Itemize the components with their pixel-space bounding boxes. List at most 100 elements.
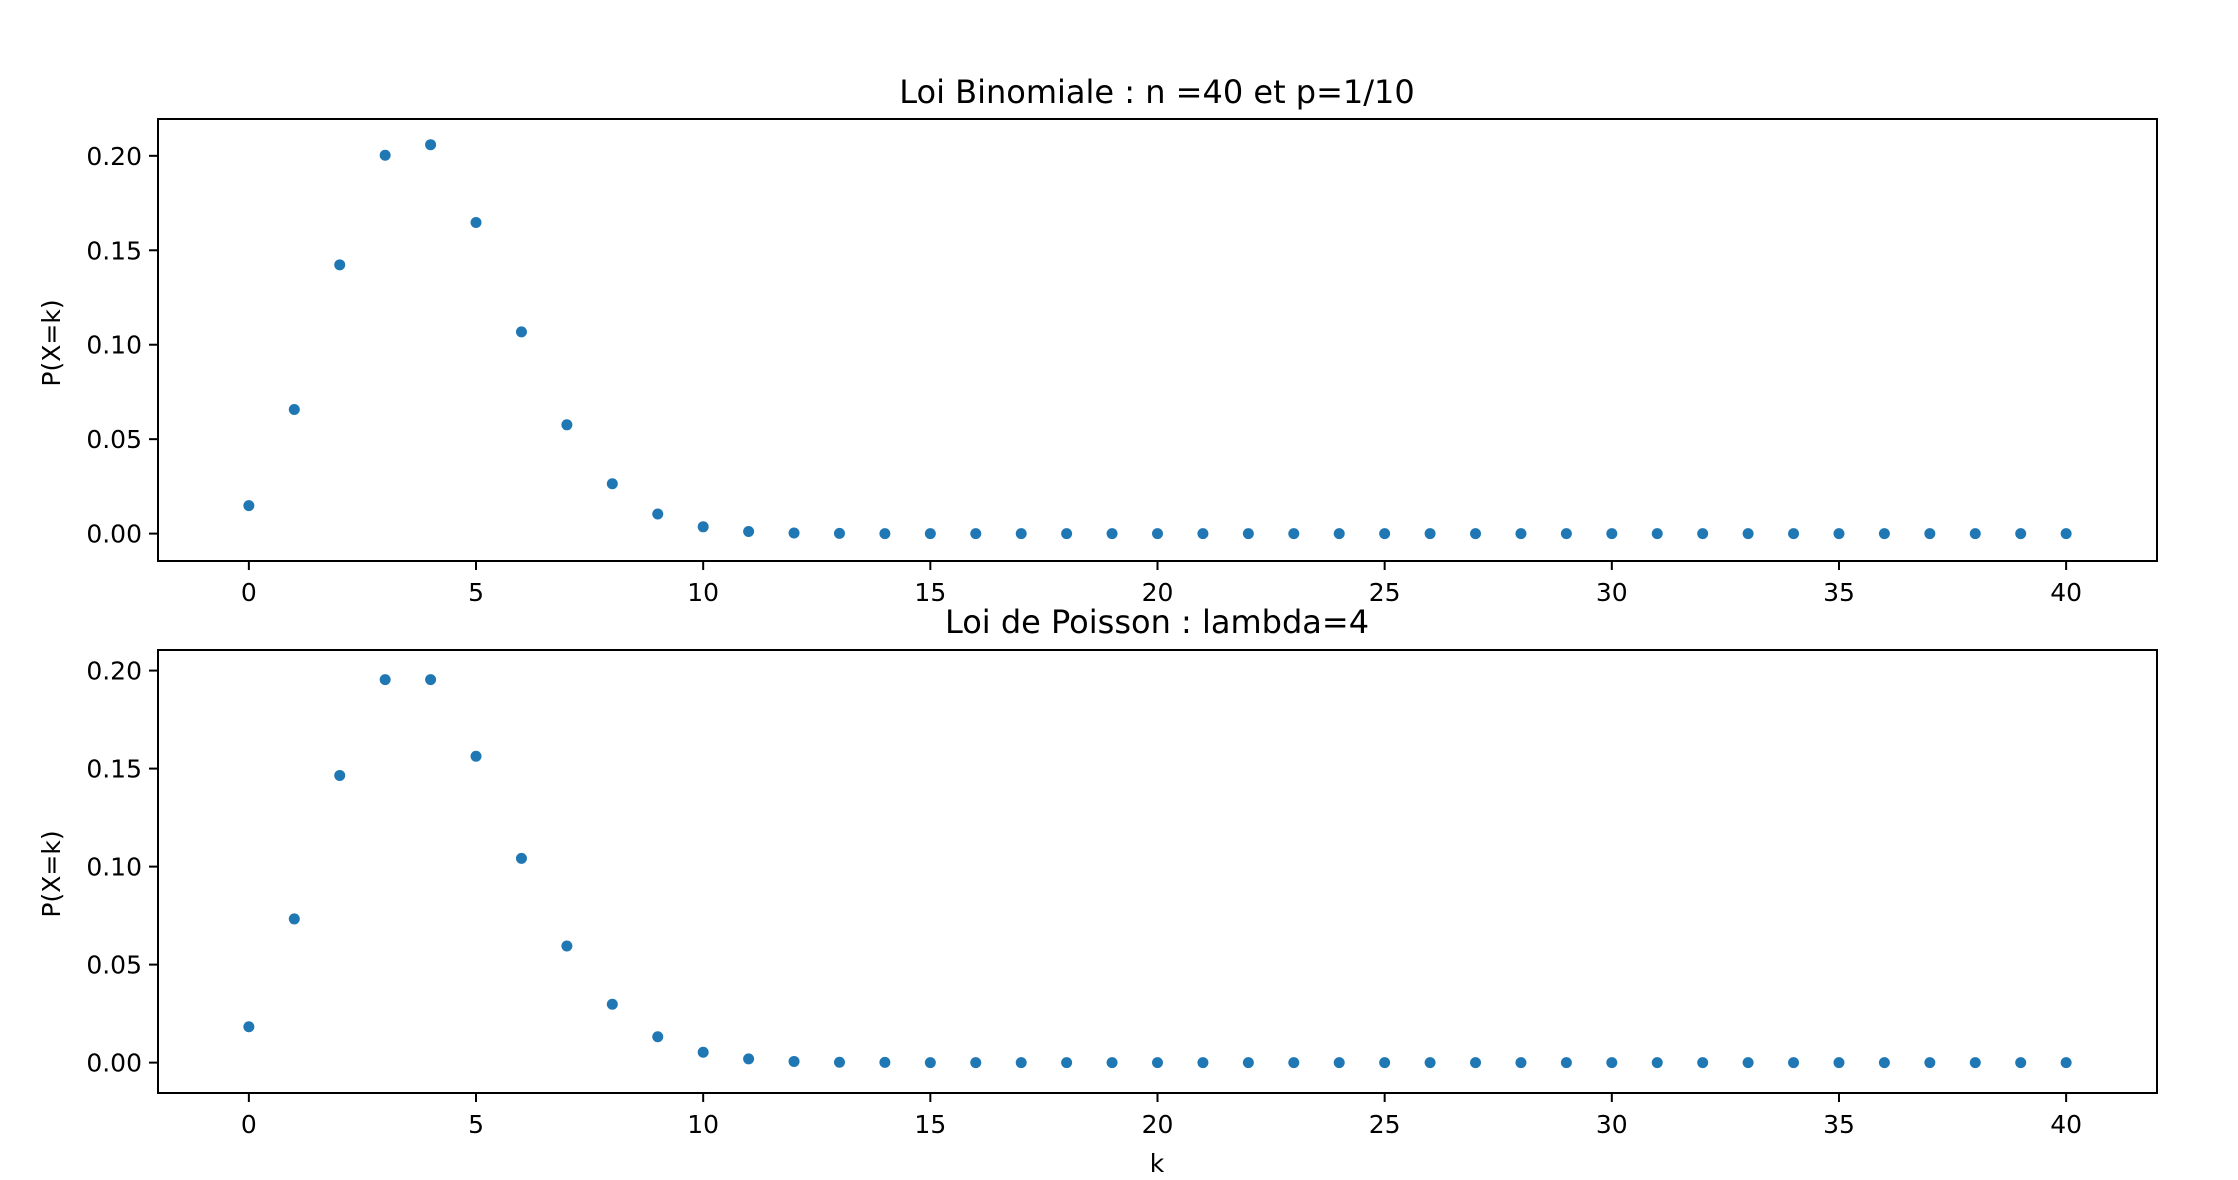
poisson-y-axis-label: P(X=k) xyxy=(37,830,66,917)
poisson-data-point xyxy=(515,852,527,864)
binomial-data-point xyxy=(515,326,527,338)
binomial-y-tick-label: 0.00 xyxy=(86,520,142,549)
poisson-data-point xyxy=(1560,1057,1572,1069)
poisson-data-point xyxy=(924,1057,936,1069)
poisson-data-point xyxy=(1152,1057,1163,1069)
poisson-data-point xyxy=(1697,1057,1709,1069)
binomial-data-point xyxy=(879,528,891,540)
poisson-data-point xyxy=(425,674,437,686)
binomial-data-point xyxy=(334,259,346,271)
binomial-data-point xyxy=(1015,528,1027,540)
binomial-data-point xyxy=(833,527,845,539)
poisson-data-point xyxy=(833,1056,845,1068)
binomial-data-point xyxy=(1061,528,1073,540)
poisson-data-point xyxy=(1878,1057,1890,1069)
poisson-data-point xyxy=(1788,1057,1800,1069)
poisson-x-tick-label: 20 xyxy=(1142,1110,1174,1139)
poisson-points xyxy=(243,674,2072,1069)
poisson-y-tick-label: 0.20 xyxy=(86,657,142,686)
binomial-data-point xyxy=(1697,528,1709,540)
binomial-data-point xyxy=(652,508,664,520)
binomial-data-point xyxy=(1106,528,1118,540)
binomial-data-point xyxy=(970,528,982,540)
binomial-y-tick-label: 0.05 xyxy=(86,425,142,454)
binomial-title: Loi Binomiale : n =40 et p=1/10 xyxy=(899,73,1415,111)
poisson-ticks: 0 5 10 15 20 25 30 35 40 0.00 0.05 0.10 0.15 0.20 xyxy=(86,657,2082,1139)
poisson-data-point xyxy=(970,1057,982,1069)
binomial-data-point xyxy=(1924,528,1936,540)
binomial-data-point xyxy=(1424,528,1436,540)
poisson-data-point xyxy=(1833,1057,1845,1069)
poisson-data-point xyxy=(1924,1057,1936,1069)
poisson-data-point xyxy=(606,998,618,1010)
binomial-y-axis-label: P(X=k) xyxy=(37,299,66,386)
binomial-x-tick-label: 10 xyxy=(687,578,719,607)
poisson-y-tick-label: 0.05 xyxy=(86,951,142,980)
poisson-data-point xyxy=(243,1021,255,1033)
poisson-data-point xyxy=(1288,1057,1300,1069)
poisson-data-point xyxy=(1606,1057,1618,1069)
binomial-ticks: 0 5 10 15 20 25 30 35 40 0.00 0.05 0.10 0.15 0.20 xyxy=(86,142,2082,607)
binomial-data-point xyxy=(1606,528,1618,540)
binomial-axes-frame xyxy=(157,118,2158,562)
poisson-x-axis-label: k xyxy=(1150,1149,1165,1178)
binomial-panel: Loi Binomiale : n =40 et p=1/10 P(X=k) 0… xyxy=(37,73,2158,607)
binomial-data-point xyxy=(1878,528,1890,540)
poisson-y-tick-label: 0.10 xyxy=(86,853,142,882)
poisson-data-point xyxy=(1242,1057,1254,1069)
poisson-data-point xyxy=(2060,1057,2072,1069)
poisson-data-point xyxy=(1379,1057,1391,1069)
binomial-x-tick-label: 40 xyxy=(2050,578,2082,607)
binomial-data-point xyxy=(1788,528,1800,540)
binomial-data-point xyxy=(1333,528,1345,540)
binomial-data-point xyxy=(1560,528,1572,540)
poisson-x-tick-label: 30 xyxy=(1596,1110,1628,1139)
poisson-panel: Loi de Poisson : lambda=4 P(X=k) k 0 5 10 1… xyxy=(37,603,2158,1178)
poisson-data-point xyxy=(1742,1057,1754,1069)
binomial-data-point xyxy=(743,526,755,538)
poisson-x-tick-label: 25 xyxy=(1369,1110,1401,1139)
binomial-data-point xyxy=(2015,528,2027,540)
binomial-x-tick-label: 20 xyxy=(1142,578,1174,607)
poisson-x-tick-label: 5 xyxy=(468,1110,484,1139)
binomial-data-point xyxy=(1242,528,1254,540)
binomial-data-point xyxy=(1742,528,1754,540)
binomial-data-point xyxy=(288,404,300,416)
poisson-data-point xyxy=(1424,1057,1436,1069)
binomial-data-point xyxy=(243,500,255,512)
poisson-y-tick-label: 0.15 xyxy=(86,755,142,784)
binomial-data-point xyxy=(1833,528,1845,540)
poisson-title: Loi de Poisson : lambda=4 xyxy=(945,603,1369,641)
poisson-data-point xyxy=(743,1053,755,1065)
binomial-data-point xyxy=(1515,528,1527,540)
poisson-data-point xyxy=(1969,1057,1981,1069)
binomial-y-tick-label: 0.10 xyxy=(86,331,142,360)
binomial-data-point xyxy=(2060,528,2072,540)
binomial-points xyxy=(243,139,2072,540)
binomial-data-point xyxy=(1152,528,1163,540)
binomial-data-point xyxy=(788,527,800,539)
binomial-x-tick-label: 15 xyxy=(914,578,946,607)
poisson-data-point xyxy=(697,1046,709,1058)
binomial-data-point xyxy=(1651,528,1663,540)
binomial-data-point xyxy=(606,478,618,490)
binomial-data-point xyxy=(1470,528,1482,540)
poisson-y-tick-label: 0.00 xyxy=(86,1049,142,1078)
poisson-data-point xyxy=(1015,1057,1027,1069)
binomial-data-point xyxy=(425,139,437,151)
poisson-data-point xyxy=(1515,1057,1527,1069)
poisson-x-tick-label: 35 xyxy=(1823,1110,1855,1139)
binomial-data-point xyxy=(1969,528,1981,540)
poisson-data-point xyxy=(879,1056,891,1068)
binomial-x-tick-label: 30 xyxy=(1596,578,1628,607)
poisson-x-tick-label: 15 xyxy=(914,1110,946,1139)
binomial-data-point xyxy=(379,149,391,161)
binomial-x-tick-label: 35 xyxy=(1823,578,1855,607)
poisson-data-point xyxy=(334,769,346,781)
binomial-y-tick-label: 0.15 xyxy=(86,236,142,265)
binomial-x-tick-label: 5 xyxy=(468,578,484,607)
poisson-data-point xyxy=(470,750,482,762)
poisson-x-tick-label: 0 xyxy=(241,1110,257,1139)
binomial-x-tick-label: 25 xyxy=(1369,578,1401,607)
